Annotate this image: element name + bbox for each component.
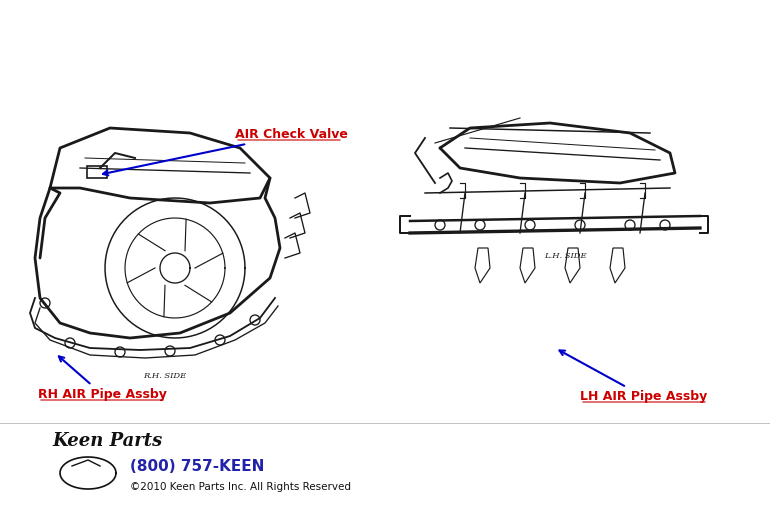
Text: Keen Parts: Keen Parts — [52, 432, 162, 450]
Text: RH AIR Pipe Assby: RH AIR Pipe Assby — [38, 356, 167, 401]
Text: L.H. SIDE: L.H. SIDE — [544, 252, 586, 260]
Bar — [87, 166, 107, 178]
Text: ©2010 Keen Parts Inc. All Rights Reserved: ©2010 Keen Parts Inc. All Rights Reserve… — [130, 482, 351, 492]
Polygon shape — [60, 457, 116, 489]
Text: LH AIR Pipe Assby: LH AIR Pipe Assby — [560, 351, 708, 403]
Text: AIR Check Valve: AIR Check Valve — [103, 128, 348, 176]
Text: (800) 757-KEEN: (800) 757-KEEN — [130, 459, 264, 474]
Text: R.H. SIDE: R.H. SIDE — [143, 372, 186, 380]
